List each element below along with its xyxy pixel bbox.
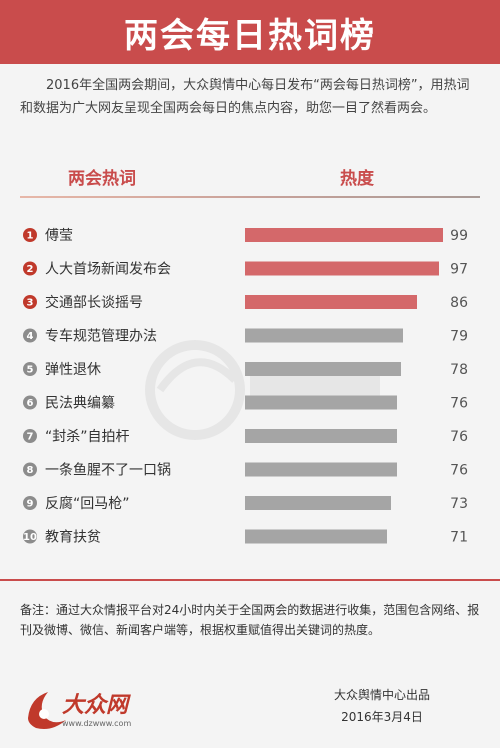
keyword-label: 弹性退休 [45, 362, 101, 378]
rank-badge [23, 429, 37, 443]
rank-badge [23, 529, 37, 544]
keyword-label: 交通部长谈摇号 [45, 294, 143, 311]
heat-bar [245, 462, 397, 477]
heat-bar [245, 328, 403, 343]
keyword-label: 傅莹 [45, 228, 73, 244]
rank-number: 10 [23, 532, 37, 543]
heat-value: 71 [450, 530, 468, 546]
rank-number: 3 [27, 298, 34, 309]
rank-number: 2 [27, 264, 34, 275]
intro-text: 2016年全国两会期间，大众舆情中心每日发布“两会每日热词榜”，用热词和数据为广… [20, 78, 470, 116]
rank-badge [23, 261, 37, 276]
rank-number: 1 [27, 231, 34, 242]
heat-value: 73 [450, 496, 468, 512]
footnote: 备注：通过大众情报平台对24小时内关于全国两会的数据进行收集，范围包含网络、报刊… [20, 603, 480, 637]
rank-badge [23, 395, 37, 410]
heat-value: 86 [450, 295, 468, 311]
dzwww-logo: 大众网 www.dzwww.com [22, 682, 142, 732]
credit-block: 大众舆情中心出品 2016年3月4日 [334, 684, 430, 728]
heat-value: 79 [450, 329, 468, 345]
heat-value: 76 [450, 396, 468, 412]
heat-value: 76 [450, 429, 468, 445]
heat-value: 76 [450, 463, 468, 479]
credit-date: 2016年3月4日 [341, 710, 423, 724]
rank-badge [23, 228, 37, 242]
keyword-label: 专车规范管理办法 [45, 328, 157, 345]
rank-number: 8 [27, 465, 34, 476]
header-divider [20, 196, 480, 198]
credit-publisher: 大众舆情中心出品 [333, 688, 430, 702]
heat-bar [245, 228, 443, 242]
keyword-label: “封杀”自拍杆 [45, 429, 130, 445]
header-banner: 两会每日热词榜 [0, 0, 500, 64]
dzwww-logo-icon: 大众网 www.dzwww.com [28, 692, 131, 729]
heat-value: 78 [450, 362, 468, 378]
keyword-label: 一条鱼腥不了一口锅 [45, 462, 171, 479]
page-title: 两会每日热词榜 [124, 15, 376, 56]
rank-badge [23, 462, 37, 477]
heat-bar-chart: 1 傅莹 992 人大首场新闻发布会 973 交通部长谈摇号 864 专车规范管理办法 795 弹… [23, 228, 468, 546]
heat-bar [245, 362, 401, 376]
column-header-heat: 热度 [340, 169, 374, 189]
rank-badge [23, 362, 37, 376]
footer-divider [0, 579, 500, 581]
heat-value: 99 [450, 228, 468, 244]
keyword-label: 反腐“回马枪” [45, 495, 130, 512]
heat-bar [245, 429, 397, 443]
rank-number: 6 [27, 398, 34, 409]
column-header-keyword: 两会热词 [68, 169, 136, 189]
heat-bar [245, 395, 397, 410]
rank-badge [23, 295, 37, 309]
heat-bar [245, 295, 417, 309]
rank-number: 7 [27, 432, 34, 443]
heat-bar [245, 496, 391, 510]
keyword-label: 民法典编纂 [45, 395, 115, 412]
logo-url: www.dzwww.com [62, 719, 131, 728]
rank-number: 9 [27, 499, 34, 510]
heat-value: 97 [450, 262, 468, 278]
logo-name: 大众网 [62, 692, 131, 718]
rank-badge [23, 328, 37, 343]
keyword-label: 人大首场新闻发布会 [45, 262, 171, 278]
keyword-label: 教育扶贫 [45, 530, 101, 546]
heat-bar [245, 529, 387, 544]
rank-badge [23, 496, 37, 510]
rank-number: 5 [27, 365, 34, 376]
heat-bar [245, 261, 439, 276]
rank-number: 4 [27, 331, 34, 342]
